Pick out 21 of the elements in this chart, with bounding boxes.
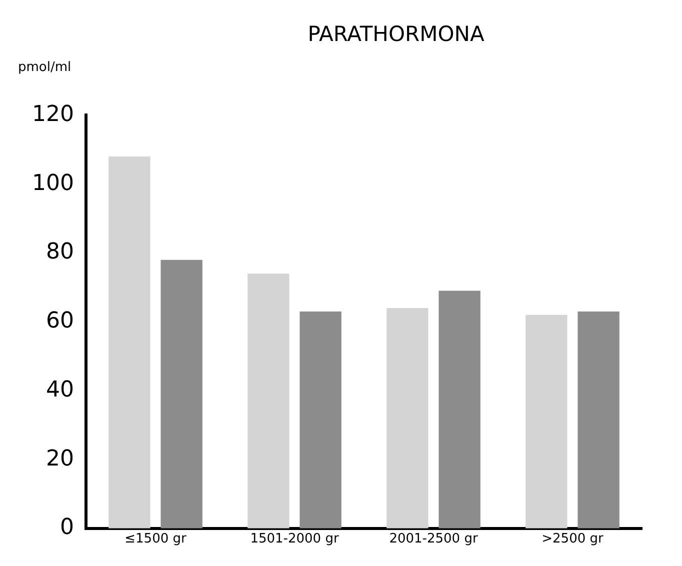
bar	[300, 311, 342, 528]
x-tick-label: 2001-2500 gr	[389, 532, 478, 547]
bar	[526, 314, 568, 528]
bar	[386, 308, 428, 528]
bar	[438, 290, 480, 528]
y-axis-title: pmol/ml	[18, 60, 72, 75]
y-tick-label: 60	[46, 308, 74, 334]
y-tick-label: 120	[32, 102, 74, 127]
x-tick-label: 1501-2000 gr	[250, 532, 340, 547]
y-tick-label: 100	[32, 170, 74, 196]
y-tick-label: 0	[60, 515, 74, 540]
bar	[160, 260, 202, 528]
chart-title: PARATHORMONA	[306, 22, 486, 46]
y-tick-label: 20	[46, 446, 74, 472]
bar	[108, 156, 150, 528]
y-tick-label: 40	[46, 377, 74, 402]
x-tick-label: ≤1500 gr	[124, 532, 187, 547]
x-tick-label: >2500 gr	[542, 532, 604, 547]
bar	[578, 311, 620, 528]
bar	[248, 274, 290, 528]
y-tick-label: 80	[46, 240, 74, 265]
